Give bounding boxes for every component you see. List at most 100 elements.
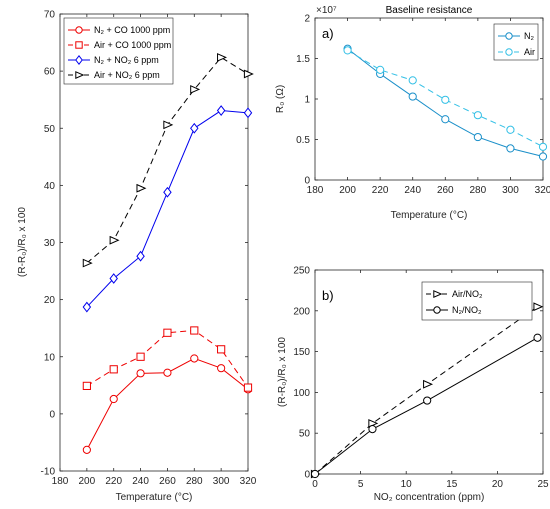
data-point — [163, 186, 172, 198]
data-point — [136, 369, 145, 378]
y-tick-label: 250 — [293, 266, 310, 277]
legend-marker — [75, 71, 85, 79]
x-tick-label: 5 — [358, 479, 364, 490]
x-axis-label: Temperature (°C) — [116, 492, 193, 503]
legend-marker — [75, 41, 83, 49]
data-point — [243, 383, 253, 392]
x-tick-label: 200 — [79, 476, 96, 487]
x-tick-label: 20 — [492, 479, 504, 490]
x-tick-label: 260 — [437, 185, 454, 196]
y-tick-label: 2 — [304, 14, 310, 25]
response-temperature-chart: 180 200 220 240 260 280 300 320 -10 0 10 20 30 40 50 60… — [17, 10, 257, 504]
data-point — [163, 368, 172, 377]
x-axis-label: NO₂ concentration (ppm) — [374, 492, 485, 503]
y-tick-label: 100 — [293, 388, 310, 399]
series-line — [314, 337, 538, 475]
legend-label: Air + NO₂ 6 ppm — [94, 70, 160, 80]
data-point — [190, 122, 199, 134]
data-point — [376, 65, 385, 74]
legend: Air/NO₂ N₂/NO₂ — [421, 281, 533, 321]
y-tick-label: 10 — [44, 352, 56, 363]
y-axis-label: R₀ (Ω) — [275, 85, 286, 113]
y-tick-label: 40 — [44, 181, 56, 192]
x-tick-label: 180 — [307, 185, 324, 196]
panel-label-a: a) — [322, 26, 334, 41]
x-tick-label: 320 — [240, 476, 257, 487]
data-point — [368, 425, 377, 434]
x-tick-label: 180 — [52, 476, 69, 487]
panel-label-b: b) — [322, 288, 334, 303]
legend-marker — [505, 32, 513, 40]
legend-label: Air/NO₂ — [452, 289, 483, 299]
y-tick-label: 0 — [304, 176, 310, 187]
legend-label: N₂/NO₂ — [452, 305, 482, 315]
data-point — [82, 258, 93, 268]
y-tick-label: 200 — [293, 306, 310, 317]
data-point — [506, 144, 515, 153]
x-tick-label: 280 — [470, 185, 487, 196]
x-tick-label: 0 — [312, 479, 318, 490]
y-tick-label: 0 — [49, 409, 55, 420]
data-point — [217, 53, 227, 62]
x-tick-label: 300 — [502, 185, 519, 196]
legend-marker — [433, 306, 441, 314]
legend-marker — [75, 54, 83, 66]
y-tick-label: 70 — [44, 10, 56, 21]
data-point — [506, 125, 515, 134]
data-point — [423, 396, 432, 405]
data-point — [82, 301, 92, 313]
y-tick-label: 30 — [44, 238, 56, 249]
data-point — [473, 111, 482, 120]
data-point — [136, 183, 147, 193]
legend-label: Air + CO 1000 ppm — [94, 40, 171, 50]
data-point — [82, 445, 91, 454]
x-tick-label: 300 — [213, 476, 230, 487]
data-point — [82, 381, 91, 390]
x-tick-label: 220 — [105, 476, 122, 487]
data-point — [190, 326, 199, 335]
data-point — [136, 250, 145, 262]
x-tick-label: 15 — [446, 479, 458, 490]
data-point — [473, 132, 482, 142]
x-tick-label: 200 — [339, 185, 356, 196]
y-axis-label: (R-R₀)/R₀ x 100 — [17, 207, 28, 277]
data-point — [243, 107, 253, 119]
x-tick-label: 240 — [132, 476, 149, 487]
data-point — [538, 142, 548, 151]
legend-label: N₂ — [524, 31, 534, 41]
y-tick-label: 60 — [44, 67, 56, 78]
y-tick-label: 1.5 — [296, 54, 310, 65]
data-point — [423, 379, 434, 389]
data-point — [109, 273, 118, 284]
x-tick-label: 240 — [404, 185, 421, 196]
data-point — [533, 302, 544, 312]
legend-label: N₂ + CO 1000 ppm — [94, 25, 170, 35]
data-point — [310, 469, 320, 479]
data-point — [408, 76, 417, 85]
data-point — [216, 105, 226, 116]
y-tick-label: -10 — [41, 467, 56, 478]
data-point — [243, 69, 254, 79]
x-tick-label: 280 — [186, 476, 203, 487]
y-tick-label: 150 — [293, 347, 310, 358]
data-point — [163, 328, 172, 337]
x-tick-label: 320 — [535, 185, 550, 196]
legend-label: N₂ + NO₂ 6 ppm — [94, 55, 159, 65]
data-point — [343, 46, 352, 55]
x-axis-label: Temperature (°C) — [391, 210, 468, 221]
x-tick-label: 260 — [159, 476, 176, 487]
x-tick-label: 25 — [537, 479, 549, 490]
data-point — [217, 345, 226, 354]
data-point — [408, 92, 417, 101]
x-tick-label: 220 — [372, 185, 389, 196]
data-point — [109, 394, 118, 404]
legend: N₂ Air — [493, 23, 539, 61]
data-point — [136, 352, 145, 361]
y-exponent: ×10⁷ — [316, 5, 337, 16]
y-tick-label: 20 — [44, 295, 56, 306]
data-point — [217, 364, 226, 373]
plot-area — [59, 13, 249, 472]
y-tick-label: 1 — [304, 95, 310, 106]
